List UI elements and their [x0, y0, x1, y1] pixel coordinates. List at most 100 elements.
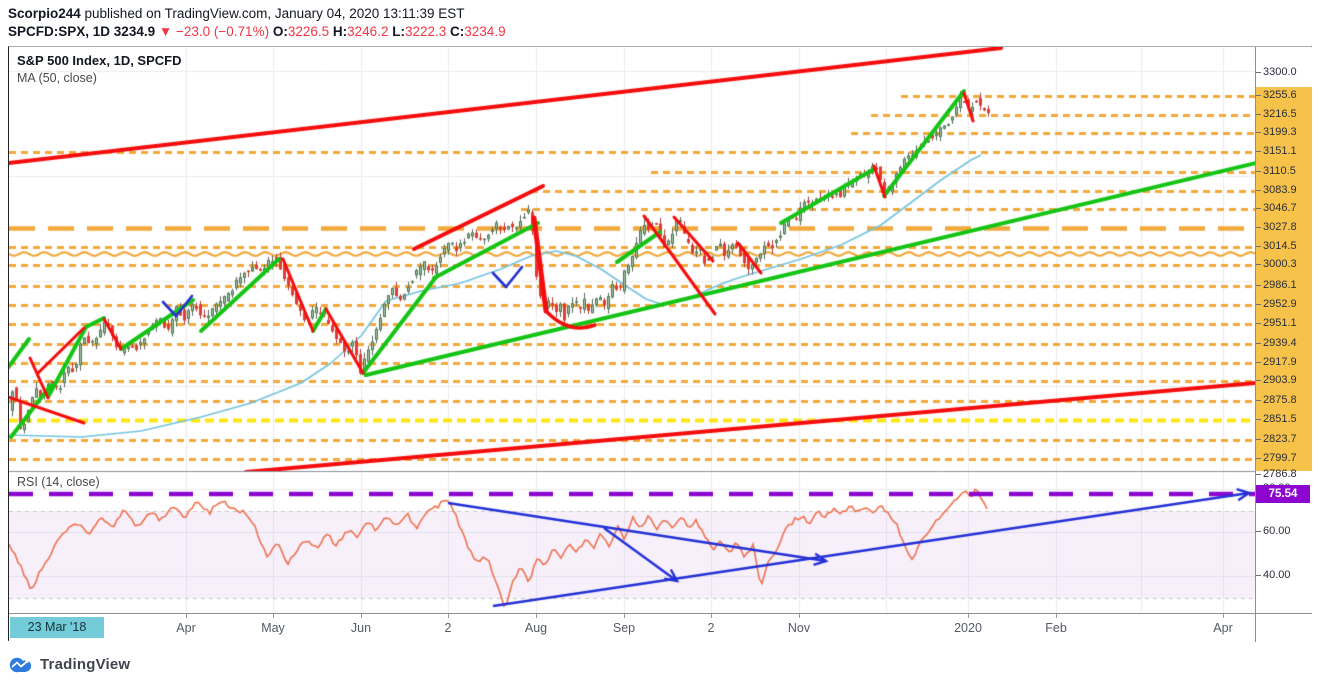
axis-tick: [1256, 342, 1261, 344]
time-axis-tick: [711, 614, 712, 618]
axis-value: 2939.4: [1263, 337, 1297, 349]
axis-value: 3255.6: [1263, 89, 1297, 101]
axis-value: 2851.5: [1263, 413, 1297, 425]
price-axis-label-top: 3300.0: [1256, 66, 1312, 78]
axis-tick: [1256, 379, 1261, 381]
axis-tick: [1256, 399, 1261, 401]
time-axis-tick: [968, 614, 969, 618]
legend-ma-study[interactable]: MA (50, close): [17, 71, 97, 85]
open-label: O:: [272, 24, 288, 39]
price-axis[interactable]: 3300.0 3255.6 3216.5 3199.3 3151.1 3110.5 3083…: [1255, 47, 1312, 613]
axis-value: 3027.8: [1263, 221, 1297, 233]
time-axis-label: Sep: [612, 621, 636, 635]
legend-title[interactable]: S&P 500 Index, 1D, SPCFD: [17, 53, 182, 68]
price-axis-label: 3255.6: [1256, 89, 1312, 101]
price-axis-label: 2917.9: [1256, 356, 1312, 368]
price-axis-label: 3027.8: [1256, 221, 1312, 233]
axis-tick: [1256, 473, 1261, 475]
price-axis-label: 2903.9: [1256, 374, 1312, 386]
time-axis-label: Aug: [524, 621, 548, 635]
time-axis-label: 2020: [954, 621, 982, 635]
axis-value: 3083.9: [1263, 184, 1297, 196]
axis-value: 3110.5: [1263, 165, 1296, 177]
time-axis-label: 2: [707, 621, 715, 635]
rsi-study-label[interactable]: RSI (14, close): [17, 475, 100, 489]
author-name: Scorpio244: [8, 6, 81, 21]
open-value: 3226.5: [287, 24, 330, 39]
time-axis-label: Apr: [1213, 621, 1233, 635]
axis-tick: [1256, 245, 1261, 247]
time-axis-label: Apr: [176, 621, 196, 635]
axis-value: 2786.8: [1263, 468, 1297, 480]
axis-value: 2986.1: [1263, 279, 1297, 291]
time-axis-tick: [186, 614, 187, 618]
rsi-value-badge: 75.54: [1256, 485, 1310, 503]
high-value: 3246.2: [347, 24, 389, 39]
low-value: 3222.3: [404, 24, 447, 39]
price-and-rsi-chart-canvas[interactable]: [9, 47, 1255, 613]
axis-tick: [1256, 322, 1261, 324]
tradingview-logo-icon[interactable]: [8, 654, 34, 674]
price-axis-label: 3000.3: [1256, 258, 1312, 270]
brand-name[interactable]: TradingView: [40, 655, 131, 673]
axis-tick: [1256, 457, 1261, 459]
axis-tick: [1256, 170, 1261, 172]
price-axis-label: 2799.7: [1256, 452, 1312, 464]
price-axis-label: 2952.9: [1256, 298, 1312, 310]
price-axis-label: 2951.1: [1256, 317, 1312, 329]
axis-tick: [1256, 113, 1261, 115]
axis-value: 2952.9: [1263, 298, 1297, 310]
axis-tick: [1256, 438, 1261, 440]
axis-value: 3046.7: [1263, 202, 1297, 214]
low-label: L:: [392, 24, 405, 39]
time-axis-label: Nov: [787, 621, 811, 635]
axis-value: 2799.7: [1263, 452, 1297, 464]
rsi-axis-label: 40.00: [1256, 569, 1312, 581]
axis-tick: [1256, 150, 1261, 152]
axis-tick: [1256, 530, 1261, 532]
axis-value: 3216.5: [1263, 108, 1297, 120]
time-axis-label: Jun: [350, 621, 372, 635]
time-axis-tick: [273, 614, 274, 618]
axis-tick: [1256, 263, 1261, 265]
time-axis[interactable]: 23 Mar '18 Apr May Jun 2 Aug Sep 2 Nov 2020 Feb Ap…: [9, 613, 1255, 642]
price-axis-label: 3083.9: [1256, 184, 1312, 196]
time-axis-tick: [799, 614, 800, 618]
price-axis-label: 3216.5: [1256, 108, 1312, 120]
axis-tick: [1256, 284, 1261, 286]
symbol-name: SPCFD:SPX, 1D: [8, 24, 111, 39]
last-price: 3234.9: [113, 24, 156, 39]
time-axis-label: May: [261, 621, 285, 635]
close-label: C:: [450, 24, 465, 39]
rsi-axis-label: 60.00: [1256, 525, 1312, 537]
symbol-line: SPCFD:SPX, 1D 3234.9 ▼ −23.0 (−0.71%) O:…: [8, 23, 506, 41]
price-change: −23.0 (−0.71%): [176, 24, 270, 39]
price-axis-label: 3046.7: [1256, 202, 1312, 214]
time-axis-tick: [1223, 614, 1224, 618]
axis-tick: [1256, 418, 1261, 420]
time-axis-tick: [1056, 614, 1057, 618]
price-axis-label: 2986.1: [1256, 279, 1312, 291]
axis-tick: [1256, 361, 1261, 363]
price-axis-label: 3014.5: [1256, 240, 1312, 252]
direction-triangle-icon: ▼: [158, 24, 173, 39]
chart-header: Scorpio244 published on TradingView.com,…: [8, 5, 506, 41]
axis-value: 2917.9: [1263, 356, 1297, 368]
price-axis-label: 3151.1: [1256, 145, 1312, 157]
axis-value: 40.00: [1263, 569, 1291, 581]
footer: TradingView: [8, 651, 130, 677]
time-axis-label: 2: [444, 621, 452, 635]
time-axis-tick: [624, 614, 625, 618]
axis-value: 2823.7: [1263, 433, 1297, 445]
price-axis-label: 2851.5: [1256, 413, 1312, 425]
axis-tick: [1256, 71, 1261, 73]
time-axis-tick: [448, 614, 449, 618]
axis-value: 2951.1: [1263, 317, 1297, 329]
axis-value: 3151.1: [1263, 145, 1297, 157]
axis-tick: [1256, 94, 1261, 96]
axis-corner: [1255, 613, 1312, 642]
chart-legend[interactable]: S&P 500 Index, 1D, SPCFD MA (50, close): [17, 53, 182, 85]
time-axis-tick: [361, 614, 362, 618]
price-axis-label: 2939.4: [1256, 337, 1312, 349]
